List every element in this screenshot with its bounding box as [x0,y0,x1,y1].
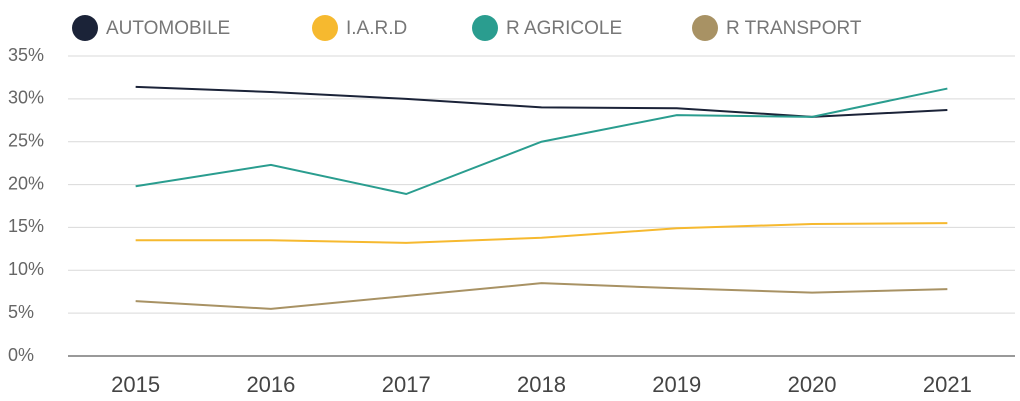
series-line [135,85,948,118]
series-line [135,282,948,310]
x-tick-label: 2018 [517,372,566,397]
y-tick-label: 35% [8,45,44,65]
series-line [135,87,948,196]
legend-swatch [692,15,718,41]
y-tick-label: 10% [8,259,44,279]
y-tick-label: 30% [8,88,44,108]
x-tick-label: 2015 [111,372,160,397]
legend-swatch [72,15,98,41]
legend-swatch [312,15,338,41]
y-tick-label: 0% [8,345,34,365]
y-tick-label: 25% [8,130,44,150]
legend-swatch [472,15,498,41]
y-tick-label: 5% [8,302,34,322]
legend-label: AUTOMOBILE [106,18,230,39]
y-tick-label: 20% [8,173,44,193]
x-tick-label: 2019 [652,372,701,397]
legend-label: R TRANSPORT [726,18,862,39]
x-tick-label: 2017 [382,372,431,397]
x-tick-label: 2021 [923,372,972,397]
legend-label: I.A.R.D [346,18,407,39]
y-tick-label: 15% [8,216,44,236]
legend-label: R AGRICOLE [506,18,622,39]
x-tick-label: 2016 [246,372,295,397]
series-line [135,222,948,244]
x-tick-label: 2020 [788,372,837,397]
